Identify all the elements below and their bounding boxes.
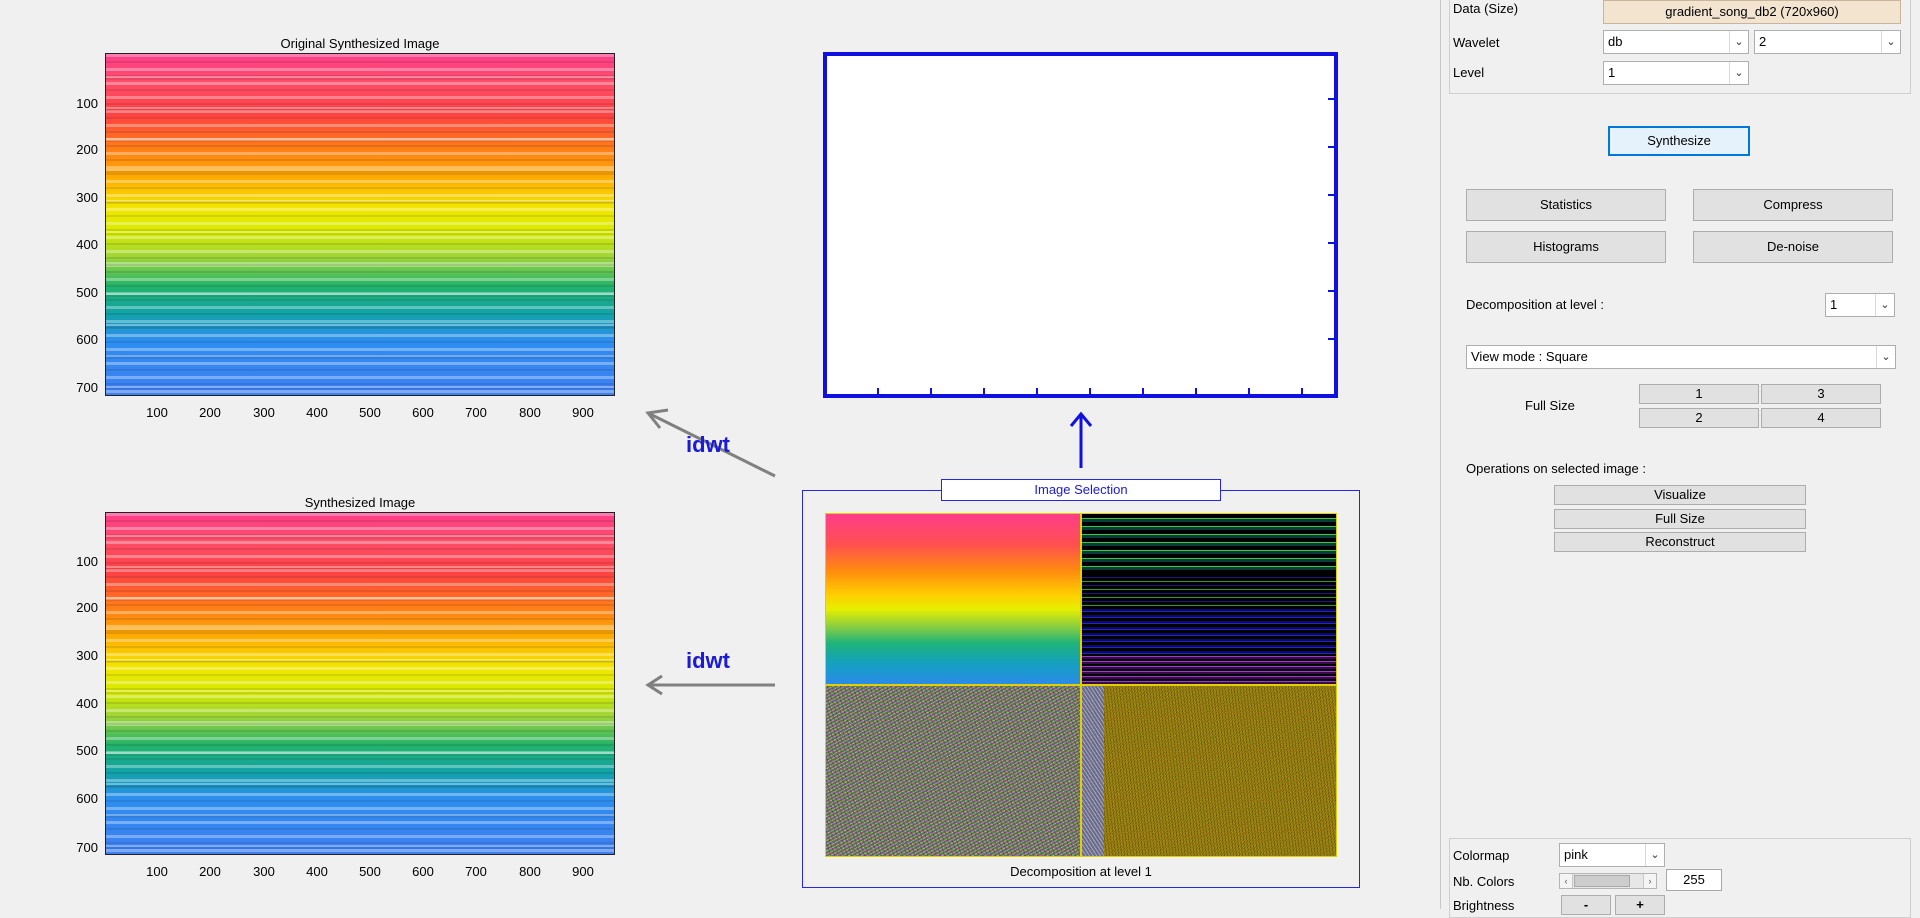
chevron-down-icon: ⌄ [1729, 31, 1748, 53]
full-size-2-button[interactable]: 2 [1639, 408, 1759, 428]
y-tick: 600 [76, 332, 98, 347]
colormap-value: pink [1564, 847, 1588, 862]
synthesized-image-axes[interactable] [105, 512, 615, 855]
level-value: 1 [1608, 65, 1616, 80]
statistics-button[interactable]: Statistics [1466, 189, 1666, 221]
upper-idwt-label: idwt [686, 432, 730, 457]
decomposition-level-value: 1 [1830, 297, 1838, 312]
image-selection-title: Image Selection [941, 479, 1221, 501]
slider-left-arrow-icon[interactable]: ‹ [1560, 874, 1573, 888]
x-tick: 100 [146, 864, 168, 879]
brightness-label: Brightness [1453, 898, 1515, 913]
slider-right-arrow-icon[interactable]: › [1643, 874, 1656, 888]
level-label: Level [1453, 65, 1485, 80]
chevron-down-icon: ⌄ [1876, 346, 1895, 368]
x-tick: 900 [572, 405, 594, 420]
horizontal-detail-quadrant[interactable] [1081, 513, 1337, 685]
selected-image-axes[interactable] [823, 52, 1338, 398]
view-mode-select[interactable]: View mode : Square ⌄ [1466, 345, 1896, 369]
x-tick: 100 [146, 405, 168, 420]
colormap-label: Colormap [1453, 848, 1510, 863]
decomposition-caption: Decomposition at level 1 [1010, 864, 1152, 879]
x-tick: 300 [253, 405, 275, 420]
brightness-increase-button[interactable]: + [1615, 895, 1665, 915]
view-mode-value: View mode : Square [1471, 349, 1588, 364]
x-tick: 700 [465, 864, 487, 879]
x-tick: 600 [412, 405, 434, 420]
histograms-button[interactable]: Histograms [1466, 231, 1666, 263]
nb-colors-slider[interactable]: ‹ › [1559, 873, 1657, 889]
y-tick: 400 [76, 696, 98, 711]
wavelet-label: Wavelet [1453, 35, 1500, 50]
compress-button[interactable]: Compress [1693, 189, 1893, 221]
nb-colors-input[interactable]: 255 [1666, 869, 1722, 891]
reconstruct-button[interactable]: Reconstruct [1554, 532, 1806, 552]
x-tick: 500 [359, 864, 381, 879]
y-tick: 500 [76, 743, 98, 758]
decomposition-level-label: Decomposition at level : [1466, 297, 1605, 312]
y-tick: 200 [76, 142, 98, 157]
lower-idwt-label: idwt [686, 648, 730, 673]
y-tick: 300 [76, 190, 98, 205]
x-tick: 400 [306, 405, 328, 420]
synthesize-button[interactable]: Synthesize [1608, 126, 1750, 156]
operations-label: Operations on selected image : [1466, 461, 1646, 476]
decomposition-level-select[interactable]: 1 ⌄ [1825, 293, 1895, 317]
y-tick: 100 [76, 96, 98, 111]
data-size-label: Data (Size) [1453, 1, 1519, 16]
x-tick: 300 [253, 864, 275, 879]
lower-idwt-arrow-icon [645, 674, 775, 696]
y-tick: 700 [76, 380, 98, 395]
full-size-4-button[interactable]: 4 [1761, 408, 1881, 428]
nb-colors-label: Nb. Colors [1453, 874, 1515, 889]
level-select[interactable]: 1 ⌄ [1603, 61, 1749, 85]
data-fieldset [1449, 0, 1911, 94]
wavelet-order-value: 2 [1759, 34, 1767, 49]
x-tick: 200 [199, 864, 221, 879]
slider-thumb[interactable] [1574, 875, 1630, 887]
denoise-button[interactable]: De-noise [1693, 231, 1893, 263]
colormap-select[interactable]: pink ⌄ [1559, 843, 1665, 867]
vertical-detail-quadrant[interactable] [825, 685, 1081, 857]
full-size-button[interactable]: Full Size [1554, 509, 1806, 529]
original-image-title: Original Synthesized Image [280, 36, 440, 51]
full-size-3-button[interactable]: 3 [1761, 384, 1881, 404]
full-size-label: Full Size [1525, 398, 1575, 413]
x-tick: 500 [359, 405, 381, 420]
x-tick: 800 [519, 864, 541, 879]
chevron-down-icon: ⌄ [1875, 294, 1894, 316]
wavelet-order-select[interactable]: 2 ⌄ [1754, 30, 1901, 54]
chevron-down-icon: ⌄ [1729, 62, 1748, 84]
y-tick: 300 [76, 648, 98, 663]
x-tick: 200 [199, 405, 221, 420]
y-tick: 700 [76, 840, 98, 855]
y-tick: 600 [76, 791, 98, 806]
upper-idwt-arrow-icon [645, 408, 776, 478]
up-arrow-icon [1069, 411, 1093, 468]
x-tick: 800 [519, 405, 541, 420]
x-tick: 700 [465, 405, 487, 420]
visualize-button[interactable]: Visualize [1554, 485, 1806, 505]
chevron-down-icon: ⌄ [1881, 31, 1900, 53]
synthesized-image-title: Synthesized Image [304, 495, 416, 510]
data-size-value: gradient_song_db2 (720x960) [1603, 0, 1901, 24]
chevron-down-icon: ⌄ [1645, 844, 1664, 866]
original-image-axes[interactable] [105, 53, 615, 396]
y-tick: 500 [76, 285, 98, 300]
x-tick: 600 [412, 864, 434, 879]
x-tick: 900 [572, 864, 594, 879]
control-panel: Data (Size) gradient_song_db2 (720x960) … [1440, 0, 1920, 918]
diagonal-detail-quadrant[interactable] [1081, 685, 1337, 857]
approximation-quadrant[interactable] [825, 513, 1081, 685]
y-tick: 100 [76, 554, 98, 569]
y-tick: 200 [76, 600, 98, 615]
y-tick: 400 [76, 237, 98, 252]
wavelet-family-select[interactable]: db ⌄ [1603, 30, 1749, 54]
wavelet-family-value: db [1608, 34, 1623, 49]
x-tick: 400 [306, 864, 328, 879]
brightness-decrease-button[interactable]: - [1561, 895, 1611, 915]
full-size-1-button[interactable]: 1 [1639, 384, 1759, 404]
